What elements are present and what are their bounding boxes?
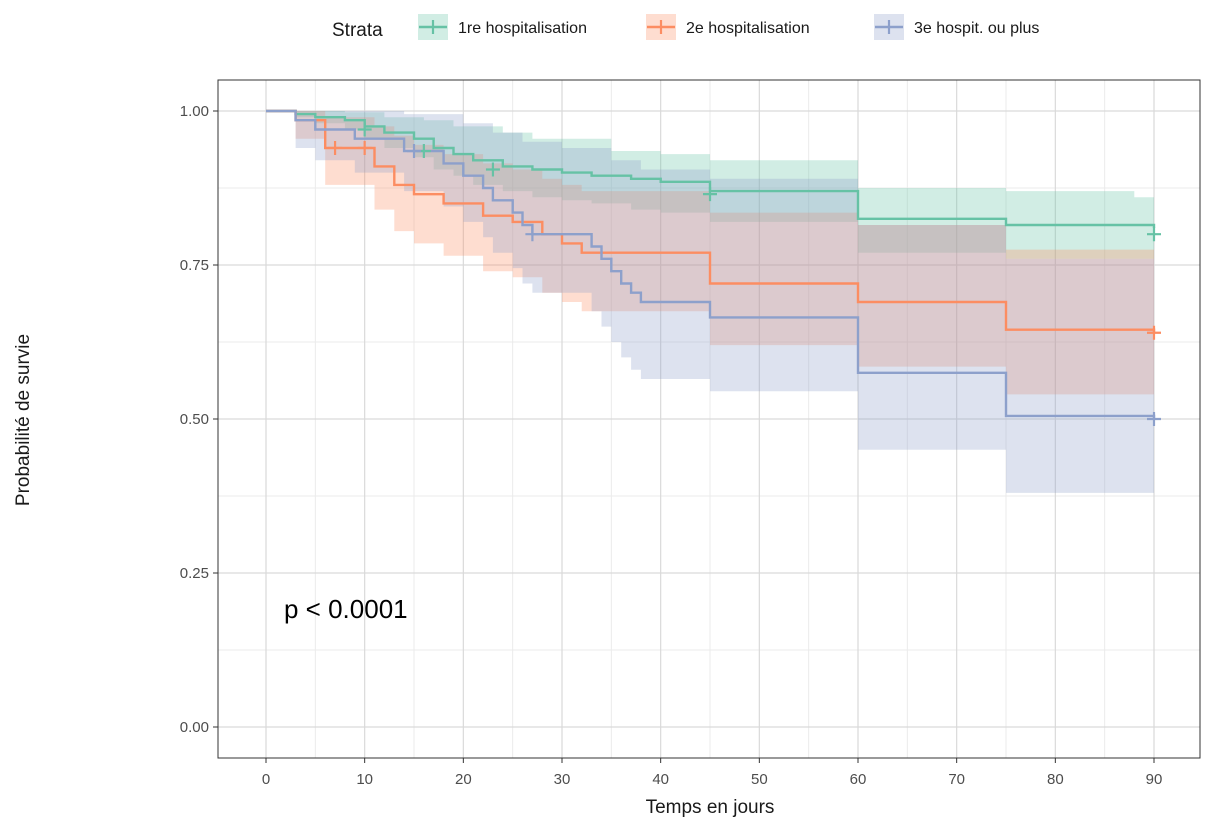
- x-tick-label: 10: [356, 771, 373, 788]
- x-tick-label: 90: [1146, 771, 1163, 788]
- y-tick-label: 1.00: [180, 103, 209, 120]
- y-tick-label: 0.50: [180, 411, 209, 428]
- legend-title: Strata: [332, 20, 383, 41]
- x-tick-label: 60: [850, 771, 867, 788]
- legend-item-1: 1re hospitalisation: [418, 14, 587, 40]
- legend-label: 1re hospitalisation: [458, 20, 587, 37]
- legend-label: 3e hospit. ou plus: [914, 20, 1039, 37]
- censor-mark-3: [525, 227, 540, 242]
- x-tick-label: 0: [262, 771, 270, 788]
- legend-item-2: 2e hospitalisation: [646, 14, 810, 40]
- y-tick-label: 0.75: [180, 257, 209, 274]
- p-value-annotation: p < 0.0001: [284, 594, 408, 624]
- x-tick-label: 50: [751, 771, 768, 788]
- survival-curve-2: [266, 109, 1156, 333]
- censor-mark-1: [485, 162, 500, 177]
- y-axis-title: Probabilité de survie: [13, 334, 34, 506]
- censor-mark-2: [328, 140, 343, 155]
- y-tick-label: 0.00: [180, 719, 209, 736]
- x-axis-title: Temps en jours: [646, 797, 775, 818]
- legend-items: 1re hospitalisation 2e hospitalisation 3e …: [418, 14, 1039, 40]
- axis-ticks: 0 10 20 30 40 50 60 70 80 90 0.00 0.25 0.50 0.75 1.00: [180, 103, 1163, 788]
- legend: Strata 1re hospitalisation 2e hospitalisa…: [332, 14, 1039, 41]
- censor-marks: [328, 122, 1161, 426]
- x-tick-label: 70: [948, 771, 965, 788]
- censor-mark-3: [407, 144, 421, 159]
- censor-mark-1: [1147, 227, 1161, 242]
- censor-mark-2: [357, 140, 372, 155]
- x-tick-label: 80: [1047, 771, 1064, 788]
- censor-mark-1: [357, 122, 372, 137]
- x-tick-label: 20: [455, 771, 472, 788]
- x-tick-label: 30: [554, 771, 571, 788]
- censor-mark-2: [1147, 325, 1161, 340]
- x-tick-label: 40: [652, 771, 669, 788]
- y-tick-label: 0.25: [180, 565, 209, 582]
- legend-label: 2e hospitalisation: [686, 20, 810, 37]
- legend-item-3: 3e hospit. ou plus: [874, 14, 1039, 40]
- censor-mark-1: [703, 187, 717, 202]
- survival-curve-3: [266, 109, 1156, 419]
- censor-mark-3: [1147, 412, 1161, 426]
